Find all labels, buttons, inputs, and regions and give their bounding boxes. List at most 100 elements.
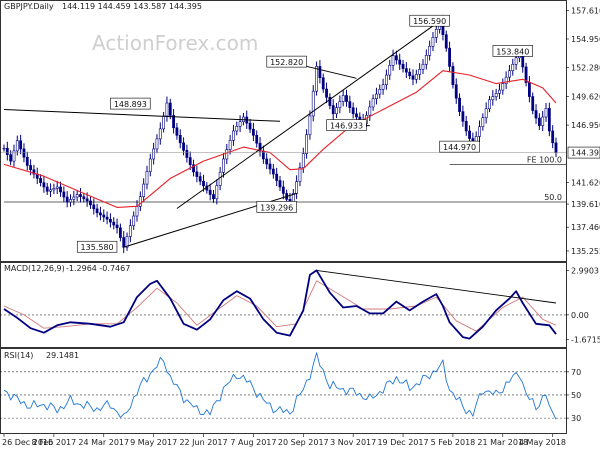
candle-body [368,106,372,116]
macd-trendline [316,269,557,304]
candle-body [401,63,405,69]
candle-body [182,142,185,151]
candle-body [109,218,112,223]
candle-body [132,215,136,227]
rsi-tick-label: 30 [571,414,581,423]
candle-body [115,224,119,229]
candle-body [431,37,435,47]
current-price-label: 144.395 [571,149,600,158]
candle-body [404,68,408,73]
candle-body [527,82,531,97]
candle-body [99,212,102,216]
candle-body [232,130,235,141]
candle-body [308,115,312,136]
candle-body [464,121,468,132]
candle-body [524,66,528,83]
candle-body [72,196,76,200]
rsi-tick-label: 50 [571,391,581,400]
candle-body [59,186,62,193]
candle-body [451,66,455,86]
candle-body [178,135,182,144]
macd-tick-label: 2.9903 [571,267,599,276]
candle-body [335,107,338,115]
candle-body [112,221,116,226]
candle-body [49,189,52,192]
price-label-box [256,201,297,213]
date-tick-label: 5 Feb 2018 [431,438,476,447]
rsi-pane-frame [0,348,567,434]
candle-body [301,153,305,168]
candle-body [484,108,488,119]
candle-body [298,167,302,182]
candle-body [138,196,142,207]
candle-body [69,199,72,203]
price-label: 139.296 [260,203,293,212]
candles [2,14,558,254]
candle-body [95,208,99,214]
trendline-upper-resistance [3,109,281,122]
candle-body [265,158,269,165]
candle-body [494,93,498,97]
candle-body [444,34,448,49]
candle-body [271,168,275,175]
candle-body [162,115,166,130]
candle-body [478,126,481,137]
chart-symbol: GBPJPY.Daily [4,2,54,11]
date-tick-label: 20 Sep 2017 [278,438,329,447]
candle-body [544,108,548,118]
candle-body [52,188,56,191]
candle-body [411,75,415,80]
price-label-box [76,240,118,253]
candle-body [375,93,378,100]
candle-body [468,130,471,139]
candle-body [75,194,79,198]
candle-body [428,46,432,56]
candle-body [148,158,152,172]
candle-body [128,225,132,237]
candle-body [42,182,46,188]
candle-body [391,55,395,66]
candle-body [321,77,325,90]
candle-body [421,63,425,70]
candle-body [388,65,392,76]
rsi-pane: RSI(14) 29.1481 70 50 30 [0,348,581,434]
candle-body [152,148,156,160]
candle-body [218,171,222,186]
candle-body [32,169,36,175]
candle-body [185,150,189,158]
candle-body [248,122,252,130]
macd-line [3,269,557,340]
candle-body [155,138,159,150]
date-tick-label: 9 May 2017 [130,438,177,447]
candle-body [414,74,418,80]
date-tick-label: 3 Nov 2017 [330,438,376,447]
candle-body [504,76,508,84]
candle-body [135,206,139,217]
candle-body [212,194,215,200]
candle-body [122,237,126,248]
rsi-label: RSI(14) [4,351,33,360]
date-tick-label: 22 Jun 2017 [179,438,227,447]
price-tick-label: 135.255 [571,247,600,256]
date-tick-label: 4 May 2018 [519,438,566,447]
candle-body [45,186,49,192]
candle-body [65,196,69,203]
candle-body [142,183,146,197]
price-tick-label: 152.280 [571,64,600,73]
candle-body [261,150,265,160]
candle-body [255,135,259,144]
candle-body [531,96,535,111]
macd-tick-label: 0.00 [571,311,589,320]
candle-body [125,236,129,248]
candle-body [331,105,335,115]
fib-level-label: 50.0 [544,193,562,202]
candle-body [105,216,109,220]
candle-body [491,96,495,101]
price-label: 152.820 [270,58,303,67]
price-label-box [326,119,367,131]
moving-average-line [3,70,557,208]
price-label: 148.893 [114,100,147,109]
macd-signal-line [3,280,557,332]
